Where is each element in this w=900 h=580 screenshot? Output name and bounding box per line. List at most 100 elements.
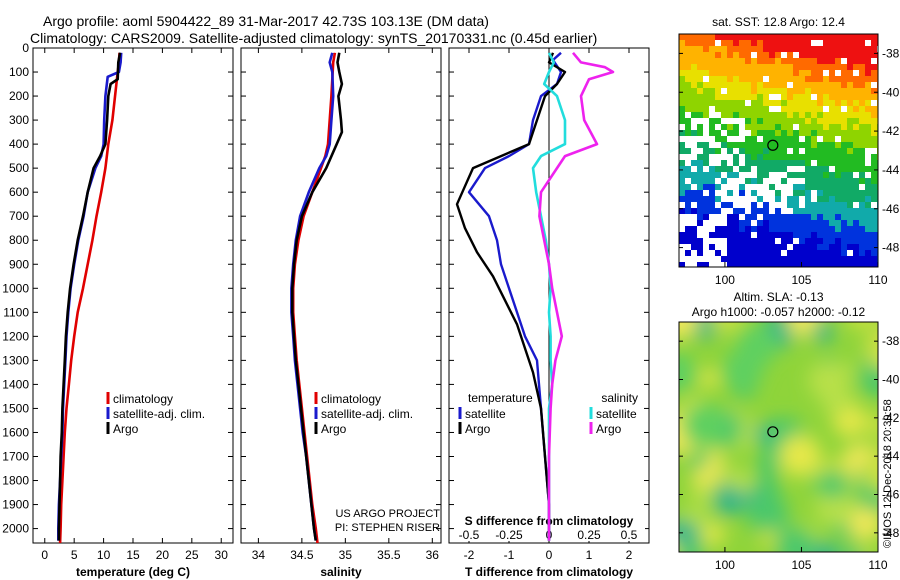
sst-cell bbox=[853, 46, 859, 52]
sst-cell bbox=[835, 178, 841, 184]
sst-cell bbox=[715, 208, 721, 214]
sla-map-subtitle: Argo h1000: -0.057 h2000: -0.12 bbox=[692, 305, 866, 319]
sst-cell bbox=[865, 232, 871, 238]
sst-cell bbox=[775, 262, 781, 267]
sst-cell bbox=[835, 100, 841, 106]
sst-cell bbox=[823, 46, 829, 52]
sst-cell bbox=[799, 64, 805, 70]
sst-cell bbox=[865, 184, 871, 190]
x-tick-label: 1 bbox=[586, 548, 593, 562]
sst-cell bbox=[859, 82, 865, 88]
sst-cell bbox=[757, 64, 763, 70]
map-y-tick-label: -44 bbox=[882, 449, 900, 463]
x-axis-label: salinity bbox=[320, 565, 362, 579]
sst-cell bbox=[865, 190, 871, 196]
sst-cell bbox=[733, 34, 739, 40]
sst-cell bbox=[721, 166, 727, 172]
sst-cell bbox=[763, 160, 769, 166]
sst-cell bbox=[763, 226, 769, 232]
map-x-tick-label: 100 bbox=[715, 273, 735, 287]
sst-cell bbox=[721, 76, 727, 82]
sst-cell bbox=[739, 238, 745, 244]
sla-map-title: Altim. SLA: -0.13 bbox=[733, 290, 823, 304]
sst-cell bbox=[745, 232, 751, 238]
sst-cell bbox=[757, 130, 763, 136]
sla-blob bbox=[660, 541, 679, 560]
sst-cell bbox=[853, 76, 859, 82]
sst-cell bbox=[679, 40, 685, 46]
sla-blob bbox=[705, 524, 726, 545]
sst-cell bbox=[685, 76, 691, 82]
sst-cell bbox=[751, 76, 757, 82]
sst-cell bbox=[799, 40, 805, 46]
map-x-tick-label: 100 bbox=[715, 558, 735, 572]
sst-cell bbox=[793, 220, 799, 226]
sst-cell bbox=[763, 250, 769, 256]
sla-blob bbox=[779, 434, 821, 477]
sst-cell bbox=[859, 142, 865, 148]
sst-cell bbox=[829, 142, 835, 148]
legend-label: climatology bbox=[321, 392, 381, 406]
sst-cell bbox=[769, 112, 775, 118]
sst-cell bbox=[769, 154, 775, 160]
sst-cell bbox=[793, 244, 799, 250]
sst-cell bbox=[679, 52, 685, 58]
sst-cell bbox=[805, 238, 811, 244]
sst-cell bbox=[709, 184, 715, 190]
map-y-tick-label: -48 bbox=[882, 241, 900, 255]
sst-cell bbox=[781, 256, 787, 262]
y-tick-label: 1200 bbox=[2, 329, 29, 343]
sst-cell bbox=[799, 220, 805, 226]
sst-cell bbox=[829, 232, 835, 238]
sst-cell bbox=[793, 46, 799, 52]
sst-cell bbox=[817, 232, 823, 238]
sst-cell bbox=[829, 202, 835, 208]
sst-cell bbox=[805, 118, 811, 124]
sst-cell bbox=[745, 124, 751, 130]
sst-cell bbox=[715, 118, 721, 124]
sst-cell bbox=[799, 118, 805, 124]
sst-cell bbox=[769, 76, 775, 82]
sst-cell bbox=[829, 184, 835, 190]
sst-cell bbox=[781, 100, 787, 106]
sst-cell bbox=[769, 250, 775, 256]
sst-cell bbox=[817, 130, 823, 136]
sst-cell bbox=[793, 100, 799, 106]
sst-cell bbox=[739, 100, 745, 106]
y-tick-label: 500 bbox=[9, 161, 29, 175]
y-tick-label: 200 bbox=[9, 89, 29, 103]
map-y-tick-label: -42 bbox=[882, 124, 900, 138]
sst-cell bbox=[739, 70, 745, 76]
sst-cell bbox=[763, 214, 769, 220]
sst-cell bbox=[847, 46, 853, 52]
sst-cell bbox=[793, 136, 799, 142]
sst-cell bbox=[871, 178, 877, 184]
sst-cell bbox=[679, 94, 685, 100]
sst-cell bbox=[769, 166, 775, 172]
sst-cell bbox=[721, 58, 727, 64]
sst-cell bbox=[709, 118, 715, 124]
sst-cell bbox=[715, 226, 721, 232]
sst-cell bbox=[829, 238, 835, 244]
sst-cell bbox=[775, 166, 781, 172]
sst-cell bbox=[793, 148, 799, 154]
sst-cell bbox=[805, 100, 811, 106]
sst-cell bbox=[751, 34, 757, 40]
sst-cell bbox=[787, 76, 793, 82]
sst-cell bbox=[853, 232, 859, 238]
sst-cell bbox=[811, 88, 817, 94]
sst-cell bbox=[817, 238, 823, 244]
sst-cell bbox=[787, 232, 793, 238]
sst-cell bbox=[721, 46, 727, 52]
sst-cell bbox=[727, 256, 733, 262]
x-tick-label: 0 bbox=[546, 548, 553, 562]
map-frame bbox=[678, 33, 879, 268]
sst-cell bbox=[709, 202, 715, 208]
sst-cell bbox=[733, 220, 739, 226]
sst-cell bbox=[805, 82, 811, 88]
sst-cell bbox=[697, 58, 703, 64]
sst-cell bbox=[715, 166, 721, 172]
sst-cell bbox=[793, 34, 799, 40]
sst-cell bbox=[817, 118, 823, 124]
sst-cell bbox=[721, 202, 727, 208]
